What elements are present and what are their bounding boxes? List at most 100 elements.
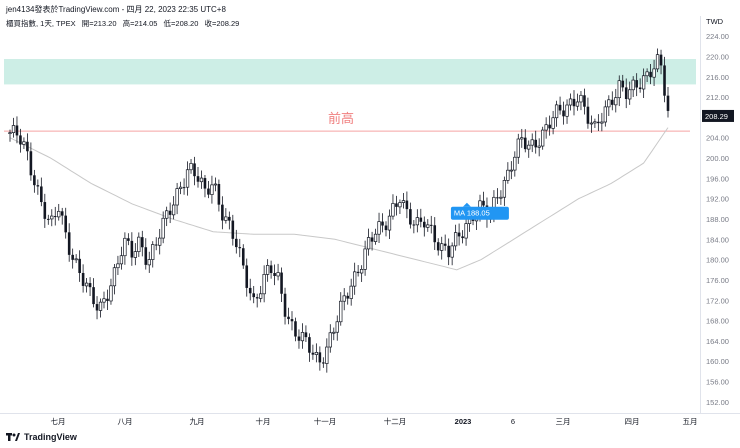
candle-body-up bbox=[213, 183, 218, 186]
candle-body-down bbox=[217, 183, 221, 205]
candle-body-up bbox=[151, 244, 155, 260]
candle-body-down bbox=[193, 163, 196, 177]
candle-body-up bbox=[359, 268, 364, 274]
y-tick-label: 212.00 bbox=[706, 93, 729, 102]
y-tick-label: 152.00 bbox=[706, 398, 729, 407]
candle-body-up bbox=[415, 217, 419, 226]
candle-body-down bbox=[273, 273, 276, 276]
candle-body-down bbox=[106, 298, 109, 301]
candle-body-up bbox=[366, 237, 371, 250]
candle-body-up bbox=[335, 321, 339, 333]
candle-body-up bbox=[593, 121, 597, 124]
x-tick-label: 十月 bbox=[256, 416, 271, 426]
candle-body-down bbox=[381, 221, 384, 226]
candle-body-up bbox=[464, 223, 468, 239]
candle-body-up bbox=[112, 267, 117, 287]
y-tick-label: 188.00 bbox=[706, 215, 729, 224]
candle-body-up bbox=[178, 186, 183, 189]
candle-body-up bbox=[373, 233, 378, 242]
candle-body-down bbox=[666, 95, 670, 111]
candle-body-up bbox=[516, 138, 520, 158]
candle-body-down bbox=[586, 106, 590, 124]
candle-body-down bbox=[43, 202, 47, 219]
candle-body-down bbox=[203, 178, 207, 189]
candle-body-down bbox=[304, 332, 308, 338]
candle-body-down bbox=[26, 141, 29, 152]
y-tick-label: 160.00 bbox=[706, 357, 729, 366]
candle-body-down bbox=[457, 232, 461, 237]
moving-average-line bbox=[9, 127, 669, 271]
candle-body-down bbox=[19, 135, 22, 145]
candle-body-down bbox=[597, 121, 600, 124]
candle-body-up bbox=[520, 137, 524, 140]
candle-body-up bbox=[363, 248, 367, 270]
candle-body-up bbox=[655, 54, 660, 70]
candle-body-up bbox=[102, 298, 106, 303]
y-tick-label: 176.00 bbox=[706, 276, 729, 285]
candle-body-up bbox=[607, 99, 611, 108]
candle-body-up bbox=[506, 169, 510, 181]
y-tick-label: 192.00 bbox=[706, 195, 729, 204]
candle-body-down bbox=[196, 176, 200, 182]
candle-body-up bbox=[349, 285, 353, 299]
close-value: 收=208.29 bbox=[204, 19, 240, 28]
candle-body-up bbox=[210, 184, 214, 195]
candle-body-up bbox=[276, 272, 280, 277]
candle-body-down bbox=[64, 215, 68, 233]
candle-body-down bbox=[15, 125, 19, 136]
candle-body-up bbox=[568, 98, 573, 106]
candle-body-up bbox=[332, 331, 336, 334]
candle-body-down bbox=[659, 54, 663, 66]
candle-body-down bbox=[60, 211, 64, 216]
low-value: 低=208.20 bbox=[163, 19, 199, 28]
candle-body-up bbox=[199, 177, 204, 183]
candle-body-up bbox=[175, 188, 179, 206]
candle-body-down bbox=[663, 65, 666, 96]
y-tick-label: 196.00 bbox=[706, 174, 729, 183]
x-tick-label: 6 bbox=[511, 417, 515, 426]
candle-body-up bbox=[541, 129, 545, 147]
candle-body-up bbox=[259, 293, 263, 299]
candle-body-up bbox=[377, 221, 381, 235]
candle-body-up bbox=[450, 245, 454, 258]
candle-body-up bbox=[589, 122, 594, 125]
candle-body-down bbox=[294, 321, 297, 337]
candle-body-down bbox=[297, 336, 301, 341]
candle-body-up bbox=[575, 101, 580, 107]
y-tick-label: 180.00 bbox=[706, 256, 729, 265]
x-tick-label: 八月 bbox=[118, 417, 133, 426]
candle-body-up bbox=[262, 274, 266, 295]
y-tick-label: 200.00 bbox=[706, 154, 729, 163]
candle-body-down bbox=[409, 209, 412, 225]
candle-body-up bbox=[137, 236, 141, 252]
candle-body-up bbox=[147, 259, 151, 266]
candle-body-down bbox=[36, 185, 40, 187]
high-value: 高=214.05 bbox=[122, 19, 158, 28]
candle-body-up bbox=[641, 75, 646, 90]
candle-body-down bbox=[635, 80, 638, 88]
candle-body-down bbox=[318, 352, 322, 363]
candle-body-up bbox=[84, 282, 89, 287]
candle-body-down bbox=[308, 337, 311, 353]
y-tick-label: 184.00 bbox=[706, 235, 729, 244]
candle-body-up bbox=[119, 255, 124, 265]
candle-body-up bbox=[453, 232, 458, 247]
candle-body-down bbox=[95, 304, 99, 311]
candle-body-down bbox=[610, 99, 614, 105]
candle-body-down bbox=[245, 265, 249, 288]
candle-body-down bbox=[241, 248, 245, 266]
candle-body-up bbox=[265, 265, 270, 275]
candle-body-down bbox=[558, 104, 562, 111]
candle-body-down bbox=[67, 232, 71, 255]
candle-body-down bbox=[311, 352, 315, 355]
candle-body-up bbox=[161, 217, 165, 239]
candle-body-down bbox=[621, 80, 625, 88]
candle-body-down bbox=[583, 95, 586, 107]
candle-body-down bbox=[78, 258, 81, 273]
candle-body-down bbox=[384, 225, 388, 231]
candle-body-down bbox=[649, 71, 652, 78]
candle-body-down bbox=[140, 237, 144, 248]
resistance-label: 前高 bbox=[328, 111, 355, 126]
candle-body-down bbox=[182, 187, 186, 189]
